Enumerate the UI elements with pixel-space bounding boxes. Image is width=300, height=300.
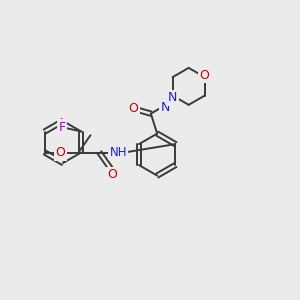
Text: O: O: [128, 102, 138, 115]
Text: N: N: [168, 91, 177, 104]
Text: O: O: [200, 69, 210, 82]
Text: N: N: [161, 101, 170, 114]
Text: O: O: [107, 168, 117, 181]
Text: F: F: [59, 121, 66, 134]
Text: NH: NH: [110, 146, 127, 159]
Text: O: O: [56, 146, 65, 159]
